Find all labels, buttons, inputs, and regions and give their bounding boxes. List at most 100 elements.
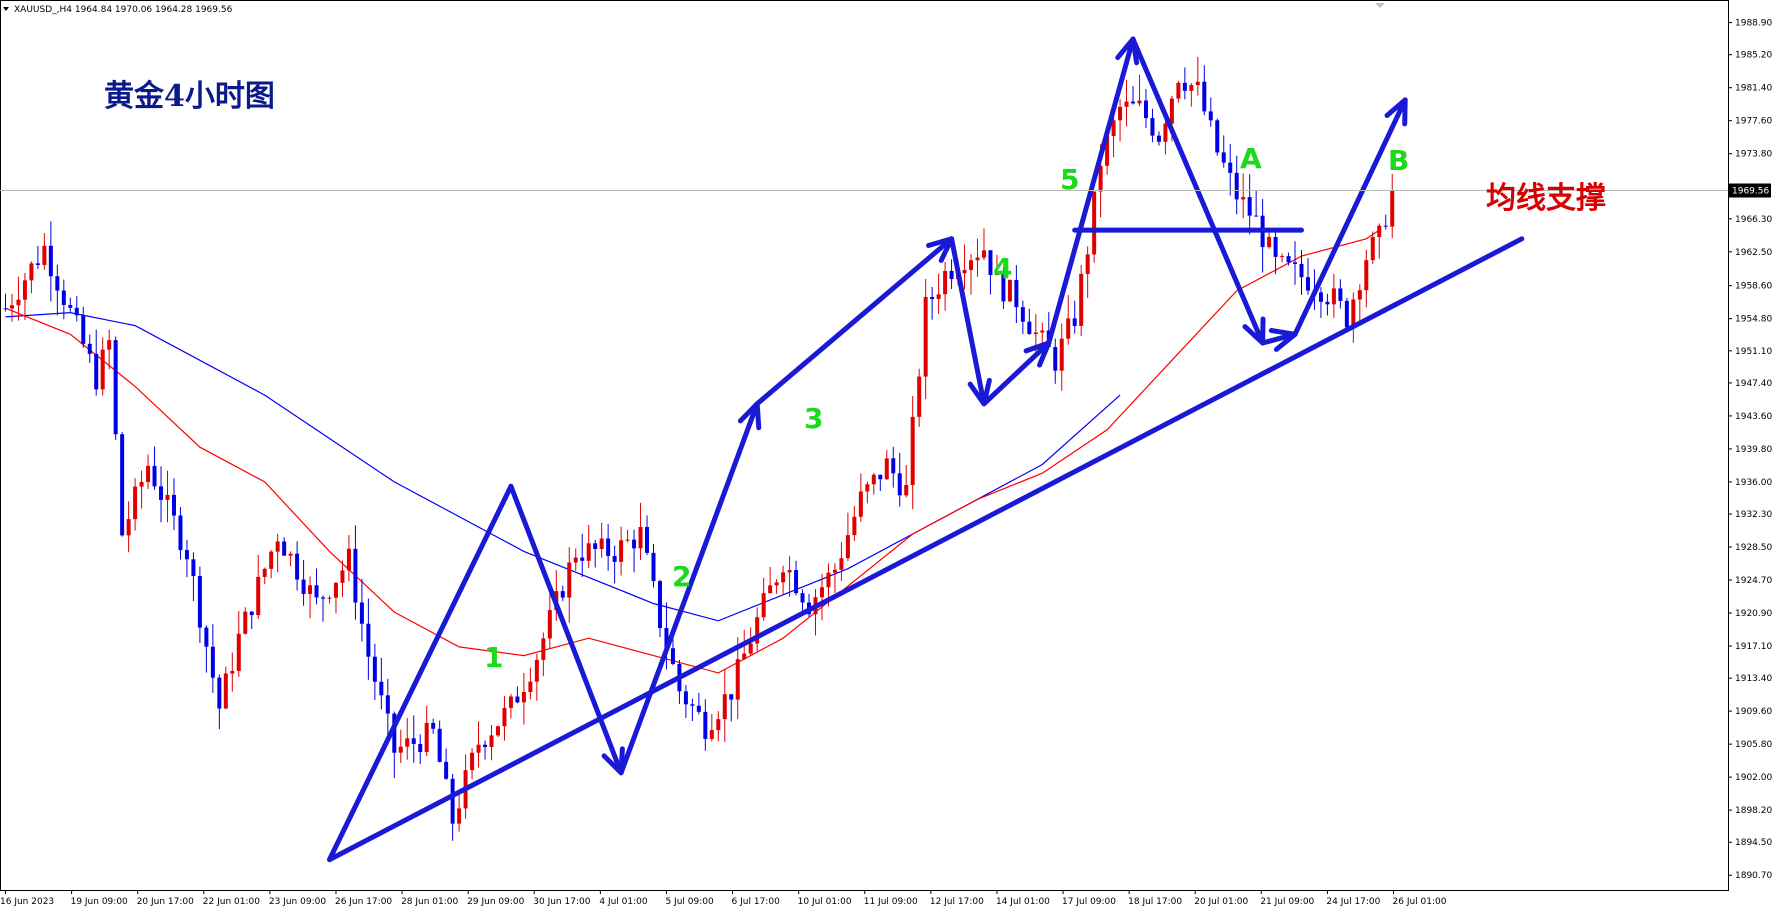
candle-bear — [444, 761, 449, 779]
candle-bear — [249, 611, 254, 616]
candle-bear — [1273, 236, 1278, 257]
candle-bull — [1176, 82, 1181, 99]
candle-bear — [217, 677, 222, 709]
x-tick-label: 29 Jun 09:00 — [467, 897, 524, 907]
candle-bull — [22, 280, 27, 300]
candle-bull — [100, 349, 105, 390]
y-tick-label: 1936.00 — [1735, 478, 1772, 488]
wave-label-4: 4 — [993, 252, 1012, 285]
candle-bull — [768, 585, 773, 594]
y-tick-label: 1928.50 — [1735, 543, 1772, 553]
candle-bear — [606, 538, 611, 556]
candle-bull — [871, 474, 876, 485]
candle-bull — [904, 485, 909, 496]
ma-fast-line — [5, 229, 1380, 674]
candle-bull — [1033, 332, 1038, 335]
x-tick-label: 30 Jun 17:00 — [533, 897, 590, 907]
candle-bear — [729, 694, 734, 700]
menu-triangle-icon[interactable] — [3, 7, 9, 11]
candle-bull — [884, 458, 889, 480]
candle-bull — [1092, 191, 1097, 255]
x-tick-label: 21 Jul 09:00 — [1260, 897, 1314, 907]
candle-bull — [398, 746, 403, 753]
candle-bull — [470, 752, 475, 771]
candle-bull — [943, 271, 948, 295]
candle-bull — [858, 491, 863, 517]
y-tick-label: 1902.00 — [1735, 773, 1772, 783]
candle-bear — [1072, 318, 1077, 326]
candle-bull — [761, 593, 766, 618]
candle-bear — [437, 728, 442, 762]
candle-bull — [981, 250, 986, 258]
candle-bear — [897, 473, 902, 496]
candle-bear — [74, 307, 79, 316]
candle-bull — [748, 643, 753, 654]
x-tick-label: 16 Jun 2023 — [0, 897, 54, 907]
candle-bear — [949, 271, 954, 280]
candle-bull — [327, 597, 332, 599]
x-tick-label: 26 Jul 01:00 — [1393, 897, 1447, 907]
candle-bull — [9, 305, 14, 309]
candle-bull — [29, 263, 34, 281]
candle-bull — [476, 744, 481, 753]
candle-bear — [353, 548, 358, 603]
candle-bear — [204, 627, 209, 647]
y-tick-label: 1973.80 — [1735, 150, 1772, 160]
candle-bull — [781, 572, 786, 583]
candle-bull — [1370, 237, 1375, 261]
candle-bear — [210, 646, 215, 678]
candle-bull — [852, 516, 857, 536]
candle-bull — [1357, 290, 1362, 300]
trendline — [327, 236, 1525, 863]
candle-bear — [1305, 277, 1310, 291]
candle-bear — [1014, 279, 1019, 308]
x-tick-label: 20 Jun 17:00 — [137, 897, 194, 907]
wave-segment — [508, 483, 624, 776]
candle-bear — [1383, 225, 1388, 227]
candle-bear — [392, 713, 397, 753]
candle-bull — [865, 484, 870, 492]
candle-bull — [709, 730, 714, 739]
candle-bear — [593, 543, 598, 549]
candle-bear — [1247, 197, 1252, 216]
candle-bull — [787, 569, 792, 573]
candle-bear — [1150, 118, 1155, 136]
candle-bear — [483, 744, 488, 747]
candle-bull — [256, 576, 261, 616]
candle-bull — [1059, 338, 1064, 371]
y-tick-label: 1988.90 — [1735, 19, 1772, 29]
moving-averages — [5, 229, 1380, 674]
candle-bear — [379, 681, 384, 696]
candle-bull — [133, 486, 138, 520]
candle-bull — [845, 535, 850, 559]
y-tick-label: 1924.70 — [1735, 576, 1772, 586]
candle-bull — [586, 543, 591, 561]
x-tick-label: 26 Jun 17:00 — [335, 897, 392, 907]
candle-bear — [891, 458, 896, 474]
candle-bear — [560, 591, 565, 598]
candle-bull — [1124, 101, 1129, 107]
candle-bull — [528, 681, 533, 692]
candle-bear — [120, 434, 125, 536]
candle-bull — [1189, 85, 1194, 91]
candle-bull — [139, 482, 144, 487]
candle-bear — [664, 627, 669, 649]
candle-bull — [1085, 254, 1090, 274]
candle-bear — [1318, 292, 1323, 302]
candle-bear — [580, 557, 585, 561]
candle-bull — [917, 376, 922, 417]
wave-label-3: 3 — [804, 402, 823, 435]
scroll-marker-icon[interactable] — [1375, 3, 1385, 8]
candle-bull — [262, 568, 267, 577]
candle-bull — [936, 294, 941, 300]
candle-bear — [657, 581, 662, 628]
candle-bear — [1293, 262, 1298, 264]
candle-bear — [878, 474, 883, 480]
wave-segment — [1292, 97, 1408, 337]
price-tag — [1729, 183, 1771, 198]
x-tick-label: 12 Jul 17:00 — [930, 897, 984, 907]
candle-bear — [1286, 256, 1291, 263]
wave-label-1: 1 — [484, 641, 503, 674]
candle-bull — [541, 638, 546, 660]
